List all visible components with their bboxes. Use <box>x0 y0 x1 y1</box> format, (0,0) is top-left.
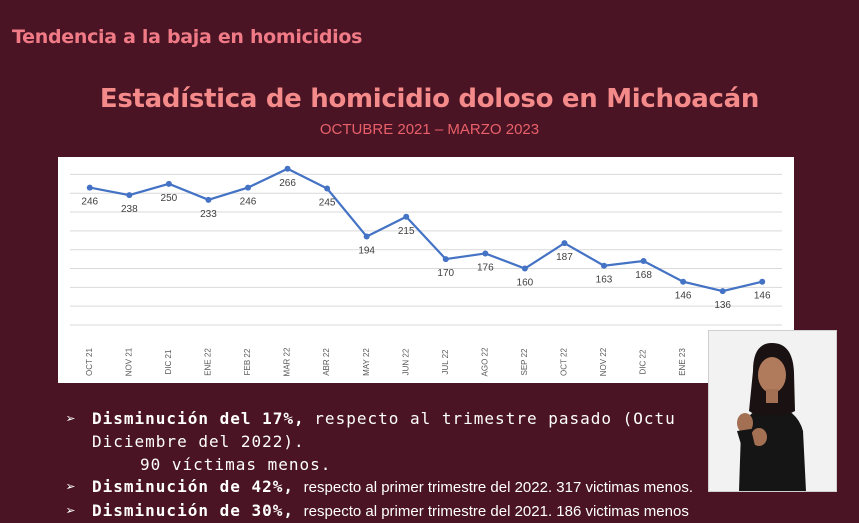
chart-panel: 246 238 250 233 246 266 245 194 215 170 176 160 187 1… <box>58 157 794 383</box>
interpreter-icon <box>709 331 836 491</box>
bullet-item: ➢ Disminución de 42%, respecto al primer … <box>66 477 693 496</box>
line-chart: 246 238 250 233 246 266 245 194 215 170 176 160 187 1… <box>70 165 782 376</box>
data-point <box>561 240 568 247</box>
data-point <box>86 184 93 191</box>
x-tick-label: SEP 22 <box>520 348 529 376</box>
x-tick-label: OCT 22 <box>560 348 569 376</box>
data-point <box>403 213 410 220</box>
x-tick-label: MAR 22 <box>283 347 292 376</box>
data-label: 168 <box>635 270 652 281</box>
bullet-text: respecto al trimestre pasado (Octu <box>314 409 676 428</box>
data-point <box>482 250 489 257</box>
x-tick-label: FEB 22 <box>243 348 252 375</box>
data-point <box>165 180 172 187</box>
bullet-highlight: Disminución del 17%, <box>92 409 305 428</box>
x-tick-label: MAY 22 <box>362 348 371 376</box>
bullet-highlight: Disminución de 30%, <box>92 501 295 520</box>
x-tick-label: AGO 22 <box>480 347 489 376</box>
x-tick-label: ENE 23 <box>678 348 687 376</box>
x-tick-label: ABR 22 <box>322 348 331 376</box>
data-point <box>324 185 331 192</box>
data-point <box>521 265 528 272</box>
data-label: 246 <box>81 197 98 208</box>
data-label: 250 <box>161 193 178 204</box>
bullet-text: 90 víctimas menos. <box>140 455 332 474</box>
data-label: 176 <box>477 262 494 273</box>
x-tick-label: JUN 22 <box>401 348 410 375</box>
x-tick-label: NOV 22 <box>599 347 608 376</box>
data-point <box>126 192 133 199</box>
interpreter-video <box>708 330 837 492</box>
chart-subtitle: OCTUBRE 2021 – MARZO 2023 <box>319 121 540 138</box>
data-label: 266 <box>279 178 296 189</box>
data-point <box>719 288 726 295</box>
data-label: 238 <box>121 204 138 215</box>
data-point <box>205 196 212 203</box>
arrow-bullet-icon: ➢ <box>66 501 76 520</box>
data-point <box>442 256 449 263</box>
data-point <box>363 233 370 240</box>
x-tick-label: ENE 22 <box>204 348 213 376</box>
bullet-item: ➢ Disminución del 17%, respecto al trimes… <box>66 409 676 428</box>
data-point <box>680 278 687 285</box>
data-label: 246 <box>240 197 257 208</box>
data-label: 136 <box>714 300 731 311</box>
data-point <box>601 262 607 269</box>
x-tick-label: DIC 22 <box>639 349 648 374</box>
data-point <box>640 258 647 264</box>
bullet-highlight: Disminución de 42%, <box>92 477 295 496</box>
data-label: 163 <box>596 275 613 286</box>
data-point <box>284 165 291 172</box>
x-tick-label: NOV 21 <box>124 347 133 376</box>
data-label: 245 <box>319 198 336 209</box>
slide-title: Tendencia a la baja en homicidios <box>12 26 363 48</box>
data-label: 146 <box>754 291 771 302</box>
data-point <box>759 278 766 285</box>
data-label: 170 <box>437 268 454 279</box>
data-label: 233 <box>200 209 217 220</box>
bullet-subline: 90 víctimas menos. <box>140 455 331 474</box>
data-label: 160 <box>517 278 534 289</box>
arrow-bullet-icon: ➢ <box>66 409 76 428</box>
bullet-item: ➢ Disminución de 30%, respecto al primer … <box>66 501 689 520</box>
bullet-text: Diciembre del 2022). <box>92 432 305 451</box>
x-tick-label: JUL 22 <box>441 349 450 375</box>
bullet-text: respecto al primer trimestre del 2022. 3… <box>303 479 693 496</box>
data-label: 215 <box>398 226 415 237</box>
data-label: 187 <box>556 252 573 263</box>
series-line <box>89 167 763 293</box>
data-label: 194 <box>358 246 375 257</box>
x-tick-label: DIC 21 <box>164 349 173 374</box>
chart-title: Estadística de homicidio doloso en Micho… <box>99 84 760 114</box>
data-point <box>245 184 251 191</box>
arrow-bullet-icon: ➢ <box>66 477 76 496</box>
x-tick-label: OCT 21 <box>85 348 94 376</box>
bullet-continuation: Diciembre del 2022). <box>92 432 305 451</box>
data-label: 146 <box>675 291 692 302</box>
bullet-text: respecto al primer trimestre del 2021. 1… <box>303 503 689 520</box>
